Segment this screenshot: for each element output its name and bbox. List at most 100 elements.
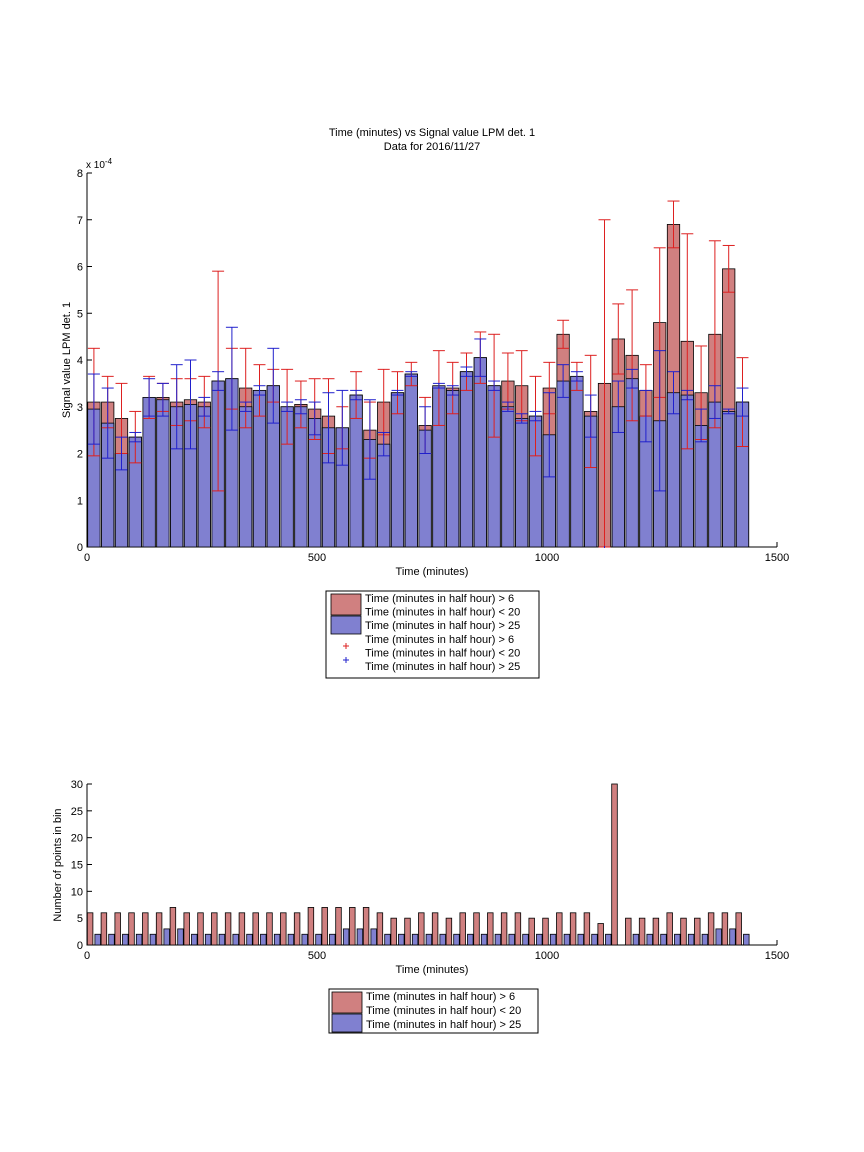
chart2-bar-series1 bbox=[224, 912, 232, 946]
chart1-errorbar-series2 bbox=[432, 382, 445, 389]
chart1-errorbar-series2 bbox=[212, 371, 225, 391]
chart1-bar-series2 bbox=[515, 418, 529, 548]
chart1-errorbar-series2 bbox=[446, 385, 459, 396]
chart1-errorbar-series2 bbox=[170, 364, 183, 450]
chart1-errorbar-series2 bbox=[87, 373, 100, 445]
chart2-legend-entry: Time (minutes in half hour) > 25 bbox=[366, 1019, 521, 1031]
chart2-y-tick-label: 5 bbox=[77, 913, 83, 925]
chart1-legend-entry: Time (minutes in half hour) < 20 bbox=[365, 647, 520, 659]
chart1-errorbar-series2 bbox=[350, 389, 363, 401]
chart2-bar-series2 bbox=[191, 933, 198, 946]
chart2-bar-series2 bbox=[494, 933, 502, 946]
chart2-bar-series1 bbox=[611, 783, 618, 946]
chart1-errorbar-series1 bbox=[239, 347, 252, 429]
chart2-bar-series1 bbox=[321, 907, 328, 946]
chart2-bar-series2 bbox=[329, 933, 336, 946]
chart2-bar-series1 bbox=[404, 917, 411, 946]
chart1-y-tick-label: 0 bbox=[77, 542, 83, 554]
chart1-errorbar-series2 bbox=[708, 385, 721, 419]
chart2-bar-series1 bbox=[211, 912, 218, 946]
chart2-bar-series2 bbox=[522, 933, 529, 946]
chart1-errorbar-series2 bbox=[474, 338, 487, 377]
chart1-errorbar-series1 bbox=[722, 244, 735, 293]
chart2-bar-series1 bbox=[473, 912, 480, 946]
chart2-bar-series2 bbox=[439, 933, 446, 946]
chart2-bar-series2 bbox=[577, 933, 584, 946]
chart1-bar-series2 bbox=[459, 371, 474, 548]
chart2-xlabel: Time (minutes) bbox=[396, 964, 469, 976]
chart2-bar-series1 bbox=[238, 912, 246, 946]
chart2-bar-series1 bbox=[459, 912, 466, 946]
chart1-y-tick-label: 4 bbox=[77, 355, 83, 367]
chart2-bar-series1 bbox=[100, 912, 108, 946]
chart1-errorbar-series2 bbox=[336, 389, 349, 466]
chart1-legend-swatch-series1 bbox=[330, 593, 362, 616]
chart2-bar-series1 bbox=[431, 912, 439, 946]
chart2-bar-series2 bbox=[108, 933, 115, 946]
chart1-errorbar-series1 bbox=[667, 200, 680, 249]
chart2-bar-series1 bbox=[266, 912, 273, 946]
chart1-xlabel: Time (minutes) bbox=[396, 566, 469, 578]
chart2-bar-series1 bbox=[128, 912, 135, 946]
chart1-bar-series2 bbox=[666, 392, 681, 548]
chart2-bar-series2 bbox=[480, 933, 488, 946]
chart2-bar-series1 bbox=[694, 917, 701, 946]
chart2-bar-series1 bbox=[487, 912, 494, 946]
chart1-legend-entry: Time (minutes in half hour) > 25 bbox=[365, 661, 520, 673]
chart1-ylabel: Signal value LPM det. 1 bbox=[61, 302, 73, 418]
chart1-errorbar-series2 bbox=[253, 385, 266, 396]
chart1-y-tick-label: 2 bbox=[77, 449, 83, 461]
chart2-bar-series2 bbox=[591, 933, 598, 946]
chart2-bar-series2 bbox=[563, 933, 571, 946]
chart2-legend-entry: Time (minutes in half hour) < 20 bbox=[366, 1005, 521, 1017]
chart1-bar-series2 bbox=[473, 357, 487, 548]
chart1-errorbar-series2 bbox=[543, 392, 556, 478]
chart2-y-tick-label: 25 bbox=[71, 806, 83, 818]
chart2-bar-series2 bbox=[467, 933, 474, 946]
chart1-errorbar-series2 bbox=[239, 401, 252, 412]
chart2-y-tick-label: 0 bbox=[77, 940, 83, 952]
chart2-x-tick-label: 500 bbox=[308, 950, 326, 962]
chart2-bar-series1 bbox=[445, 917, 453, 946]
chart2-bar-series1 bbox=[597, 923, 604, 946]
chart1-x-tick-label: 1500 bbox=[765, 552, 789, 564]
chart2-bar-series2 bbox=[549, 933, 557, 946]
chart1-legend-errorbar-marker-series2 bbox=[343, 657, 349, 663]
chart1-errorbar-series2 bbox=[156, 382, 169, 417]
chart2-bar-series2 bbox=[536, 933, 543, 946]
chart2-bar-series2 bbox=[605, 933, 612, 946]
chart1-errorbar-series2 bbox=[281, 401, 294, 412]
chart2-bar-series2 bbox=[177, 928, 184, 946]
chart2-legend-entry: Time (minutes in half hour) > 6 bbox=[366, 991, 515, 1003]
chart1-y-tick-label: 3 bbox=[77, 402, 83, 414]
chart2-bar-series1 bbox=[142, 912, 149, 946]
chart2-bar-series2 bbox=[273, 933, 281, 946]
chart2-bar-series1 bbox=[335, 907, 342, 946]
chart1-errorbar-series2 bbox=[322, 392, 335, 464]
chart2-bar-series2 bbox=[632, 933, 640, 946]
chart2-bar-series2 bbox=[218, 933, 226, 946]
chart2-bar-series1 bbox=[721, 912, 729, 946]
chart1-errorbar-series2 bbox=[626, 368, 639, 389]
chart1-errorbar-series2 bbox=[143, 378, 156, 417]
chart2-x-tick-label: 1500 bbox=[765, 950, 789, 962]
chart1-errorbar-series2 bbox=[681, 389, 694, 401]
chart1-errorbar-series2 bbox=[377, 431, 390, 457]
chart1-legend-swatch-series2 bbox=[330, 615, 362, 635]
chart1-y-tick-label: 8 bbox=[77, 168, 83, 180]
chart2-bar-series1 bbox=[86, 912, 94, 946]
chart1-y-tick-label: 5 bbox=[77, 308, 83, 320]
chart1-y-tick-label: 1 bbox=[77, 495, 83, 507]
chart2-bar-series1 bbox=[293, 912, 301, 946]
chart2-bar-series1 bbox=[252, 912, 259, 946]
chart1-bar-series2 bbox=[404, 373, 418, 548]
chart2-bar-series1 bbox=[514, 912, 522, 946]
chart2-bar-series2 bbox=[122, 933, 129, 946]
chart2-bar-series2 bbox=[315, 933, 322, 946]
chart1-bar-series2 bbox=[142, 396, 156, 548]
chart1-errorbar-series2 bbox=[129, 431, 142, 443]
chart2-legend-swatch-series2 bbox=[331, 1013, 363, 1033]
chart1-errorbar-series2 bbox=[653, 350, 666, 492]
chart1-y-tick-label: 7 bbox=[77, 215, 83, 227]
